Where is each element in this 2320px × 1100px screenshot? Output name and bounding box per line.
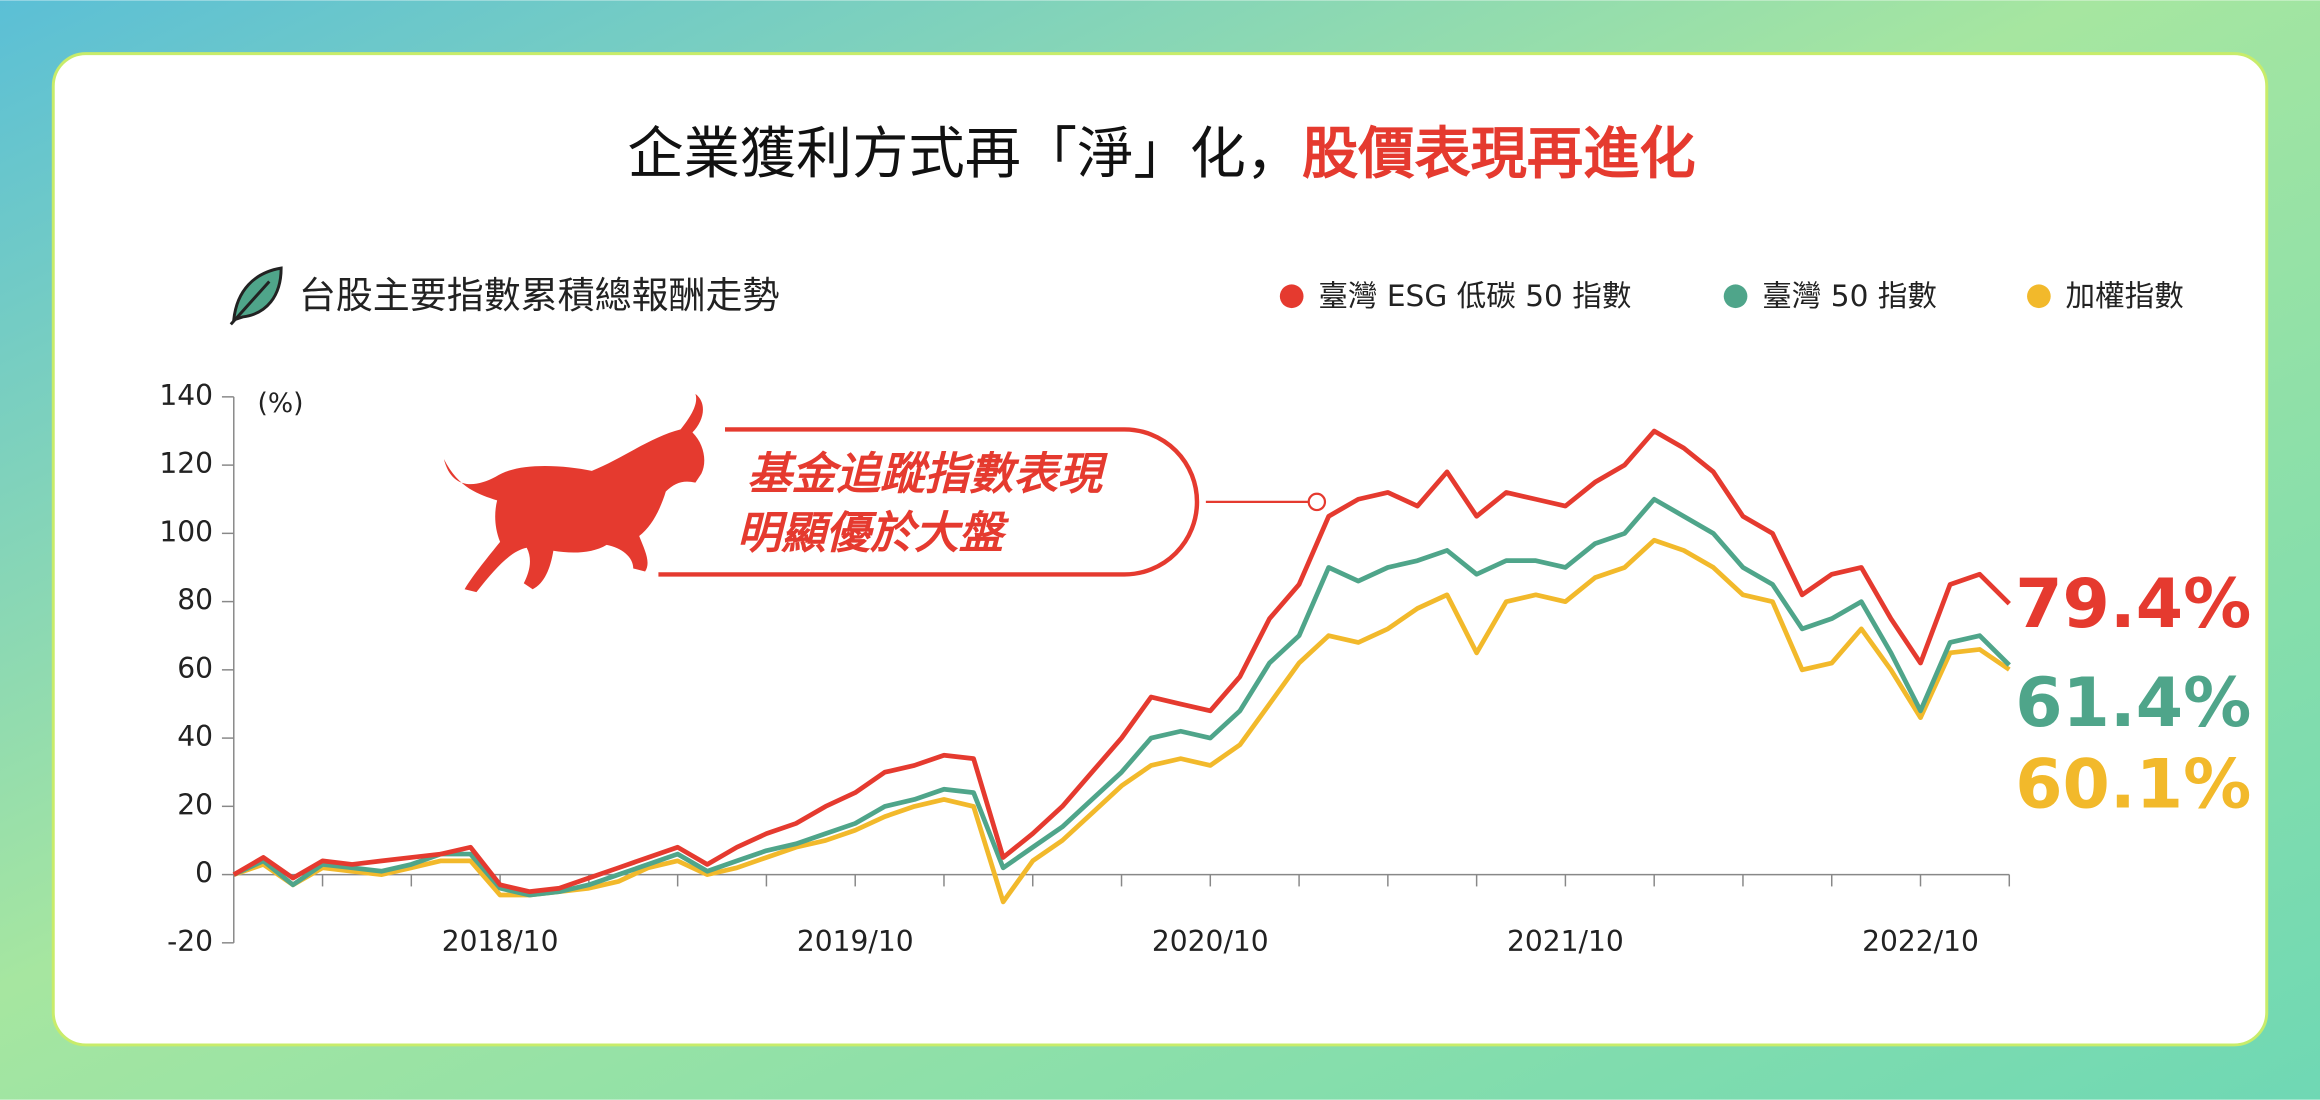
title-black: 企業獲利方式再「淨」化， (627, 122, 1302, 187)
subtitle: 台股主要指數累積總報酬走勢 (299, 274, 780, 317)
annotation-line: 明顯優於大盤 (737, 508, 1010, 559)
series-line (232, 428, 2011, 895)
x-tick-label: 2020/10 (1152, 925, 1269, 958)
y-tick-label: 100 (159, 515, 213, 548)
legend-swatch (1279, 284, 1304, 309)
x-tick-label: 2018/10 (442, 925, 559, 958)
bull-icon (443, 393, 705, 593)
y-unit: (%) (257, 388, 303, 419)
card (51, 52, 2269, 1047)
x-tick-label: 2022/10 (1862, 925, 1979, 958)
annotation-line: 基金追蹤指數表現 (747, 449, 1109, 500)
end-value-label: 79.4% (2015, 565, 2251, 644)
legend-swatch (2027, 284, 2051, 309)
y-tick-label: 80 (177, 584, 213, 617)
y-tick-label: 0 (195, 857, 213, 890)
plot: -20 0 20 40 60 80 100 120 140 2018/10 2019/10 2020/… (159, 279, 2251, 958)
y-tick-label: 20 (177, 788, 213, 821)
end-value-label: 60.1% (2015, 746, 2251, 825)
legend-label: 加權指數 (2066, 279, 2184, 313)
series-line (232, 496, 2011, 898)
y-tick-label: -20 (167, 925, 213, 958)
title-red: 股價表現再進化 (1302, 122, 1696, 187)
x-tick-label: 2021/10 (1507, 925, 1624, 958)
y-tick-label: 40 (177, 720, 213, 753)
y-tick-label: 140 (159, 379, 213, 412)
y-tick-label: 60 (177, 652, 213, 685)
legend-label: 臺灣 ESG 低碳 50 指數 (1318, 279, 1631, 313)
title: 企業獲利方式再「淨」化，股價表現再進化 (627, 122, 1695, 187)
callout-point (1307, 492, 1327, 512)
legend-label: 臺灣 50 指數 (1762, 279, 1937, 313)
y-tick-label: 120 (159, 447, 213, 480)
legend-swatch (1723, 284, 1748, 309)
callout-border (658, 427, 1200, 577)
leaf-icon (229, 266, 283, 326)
x-tick-label: 2019/10 (797, 925, 914, 958)
end-value-label: 61.4% (2015, 664, 2251, 743)
